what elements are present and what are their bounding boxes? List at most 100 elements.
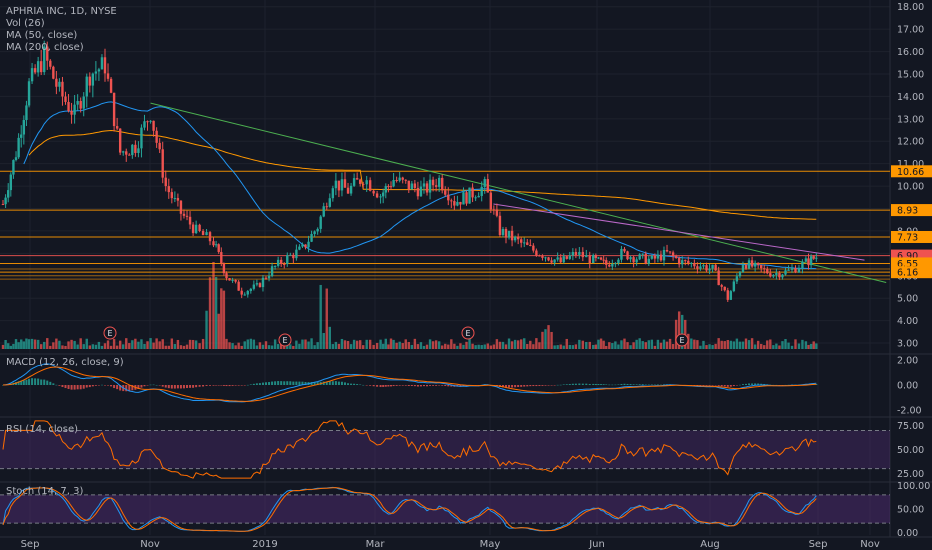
macd-histogram-bar bbox=[289, 381, 292, 385]
symbol-title[interactable]: APHRIA INC, 1D, NYSE bbox=[6, 6, 117, 17]
candle-body bbox=[375, 193, 379, 198]
candle-body bbox=[76, 101, 79, 105]
candle-body bbox=[109, 78, 113, 93]
macd-histogram-bar bbox=[720, 385, 723, 387]
level-tag-label: 8.93 bbox=[897, 206, 918, 217]
candle-body bbox=[30, 68, 34, 82]
time-axis[interactable]: Sep Nov 2019 Mar May Jun Aug Sep Nov bbox=[21, 539, 880, 550]
candle-body bbox=[39, 61, 43, 73]
candle-body bbox=[246, 290, 249, 295]
macd-histogram-bar bbox=[116, 385, 119, 390]
macd-histogram-bar bbox=[650, 384, 653, 386]
volume-bars bbox=[1, 261, 818, 349]
candle-body bbox=[599, 257, 603, 260]
candle-body bbox=[258, 283, 262, 288]
macd-histogram-bar bbox=[143, 385, 146, 387]
rsi-tick-label: 50.00 bbox=[897, 445, 924, 456]
macd-histogram-bar bbox=[544, 385, 547, 386]
macd-histogram-bar bbox=[347, 383, 350, 385]
macd-histogram-bar bbox=[732, 385, 735, 387]
volume-bar bbox=[375, 342, 379, 349]
macd-histogram-bar bbox=[559, 384, 562, 386]
macd-histogram-bar bbox=[426, 385, 429, 387]
candle-body bbox=[498, 215, 502, 236]
volume-bar bbox=[167, 345, 170, 349]
candle-body bbox=[79, 101, 82, 109]
macd-legend[interactable]: MACD (12, 26, close, 9) bbox=[6, 357, 124, 369]
volume-indicator-label[interactable]: Vol (26) bbox=[6, 18, 45, 29]
macd-histogram-bar bbox=[535, 385, 538, 387]
volume-bar bbox=[735, 338, 739, 349]
macd-histogram-bar bbox=[100, 384, 103, 386]
volume-bar bbox=[79, 338, 82, 349]
trend-lines[interactable] bbox=[150, 102, 887, 283]
volume-bar bbox=[532, 344, 535, 349]
volume-bar bbox=[529, 340, 532, 349]
volume-bar bbox=[185, 344, 189, 349]
rsi-legend[interactable]: RSI (14, close) bbox=[6, 424, 78, 436]
volume-bar bbox=[747, 340, 751, 349]
volume-bar bbox=[118, 340, 122, 349]
volume-bar bbox=[756, 340, 760, 349]
volume-bar bbox=[486, 343, 489, 349]
macd-histogram-bar bbox=[444, 385, 447, 386]
candle-body bbox=[529, 244, 532, 246]
macd-histogram-bar bbox=[189, 385, 192, 388]
candle-body bbox=[708, 268, 711, 271]
macd-histogram-bar bbox=[179, 385, 182, 389]
volume-bar bbox=[362, 345, 365, 349]
ma50-indicator-label[interactable]: MA (50, close) bbox=[6, 30, 78, 41]
candle-body bbox=[674, 256, 678, 258]
ma200-indicator-label[interactable]: MA (200, close) bbox=[6, 42, 84, 53]
volume-bar bbox=[714, 343, 717, 349]
candle-body bbox=[267, 275, 271, 279]
stoch-legend[interactable]: Stoch (14, 7, 3) bbox=[6, 486, 83, 498]
macd-histogram-bar bbox=[359, 384, 362, 386]
volume-bar bbox=[647, 340, 650, 349]
horizontal-levels[interactable] bbox=[0, 170, 890, 280]
volume-bar bbox=[720, 340, 723, 349]
macd-histogram-bar bbox=[149, 384, 152, 386]
candle-body bbox=[608, 264, 611, 267]
candle-body bbox=[289, 254, 292, 256]
price-tick-label: 16.00 bbox=[897, 47, 924, 58]
volume-bar bbox=[787, 342, 790, 349]
volume-bar bbox=[131, 340, 134, 349]
volume-bar bbox=[12, 343, 15, 349]
volume-bar bbox=[717, 338, 720, 349]
time-tick-label: Aug bbox=[700, 539, 720, 550]
volume-bar bbox=[267, 345, 271, 349]
macd-histogram-bar bbox=[541, 385, 544, 386]
candle-body bbox=[143, 121, 146, 128]
volume-bar bbox=[523, 338, 526, 349]
candlesticks[interactable] bbox=[1, 40, 818, 302]
volume-bar bbox=[441, 345, 444, 349]
volume-bar bbox=[516, 340, 520, 349]
level-tag-label: 6.55 bbox=[897, 259, 918, 270]
macd-histogram-bar bbox=[280, 381, 283, 385]
volume-bar bbox=[741, 341, 745, 349]
volume-bar bbox=[477, 344, 480, 349]
volume-bar bbox=[328, 326, 332, 349]
macd-histogram-bar bbox=[387, 385, 390, 387]
candle-body bbox=[122, 151, 125, 153]
volume-bar bbox=[416, 344, 420, 349]
candle-body bbox=[401, 177, 404, 180]
volume-bar bbox=[556, 345, 559, 349]
candle-body bbox=[20, 134, 23, 138]
volume-bar bbox=[61, 345, 64, 349]
volume-bar bbox=[804, 341, 808, 349]
volume-bar bbox=[368, 339, 372, 349]
macd-histogram-bar bbox=[58, 385, 61, 386]
volume-bar bbox=[620, 340, 623, 349]
candle-body bbox=[738, 272, 742, 277]
volume-bar bbox=[617, 344, 620, 349]
macd-histogram-bar bbox=[550, 385, 553, 386]
candle-body bbox=[355, 178, 359, 180]
volume-bar bbox=[64, 345, 67, 349]
macd-histogram-bar bbox=[337, 381, 340, 385]
macd-histogram-bar bbox=[137, 385, 140, 390]
volume-bar bbox=[49, 345, 52, 349]
